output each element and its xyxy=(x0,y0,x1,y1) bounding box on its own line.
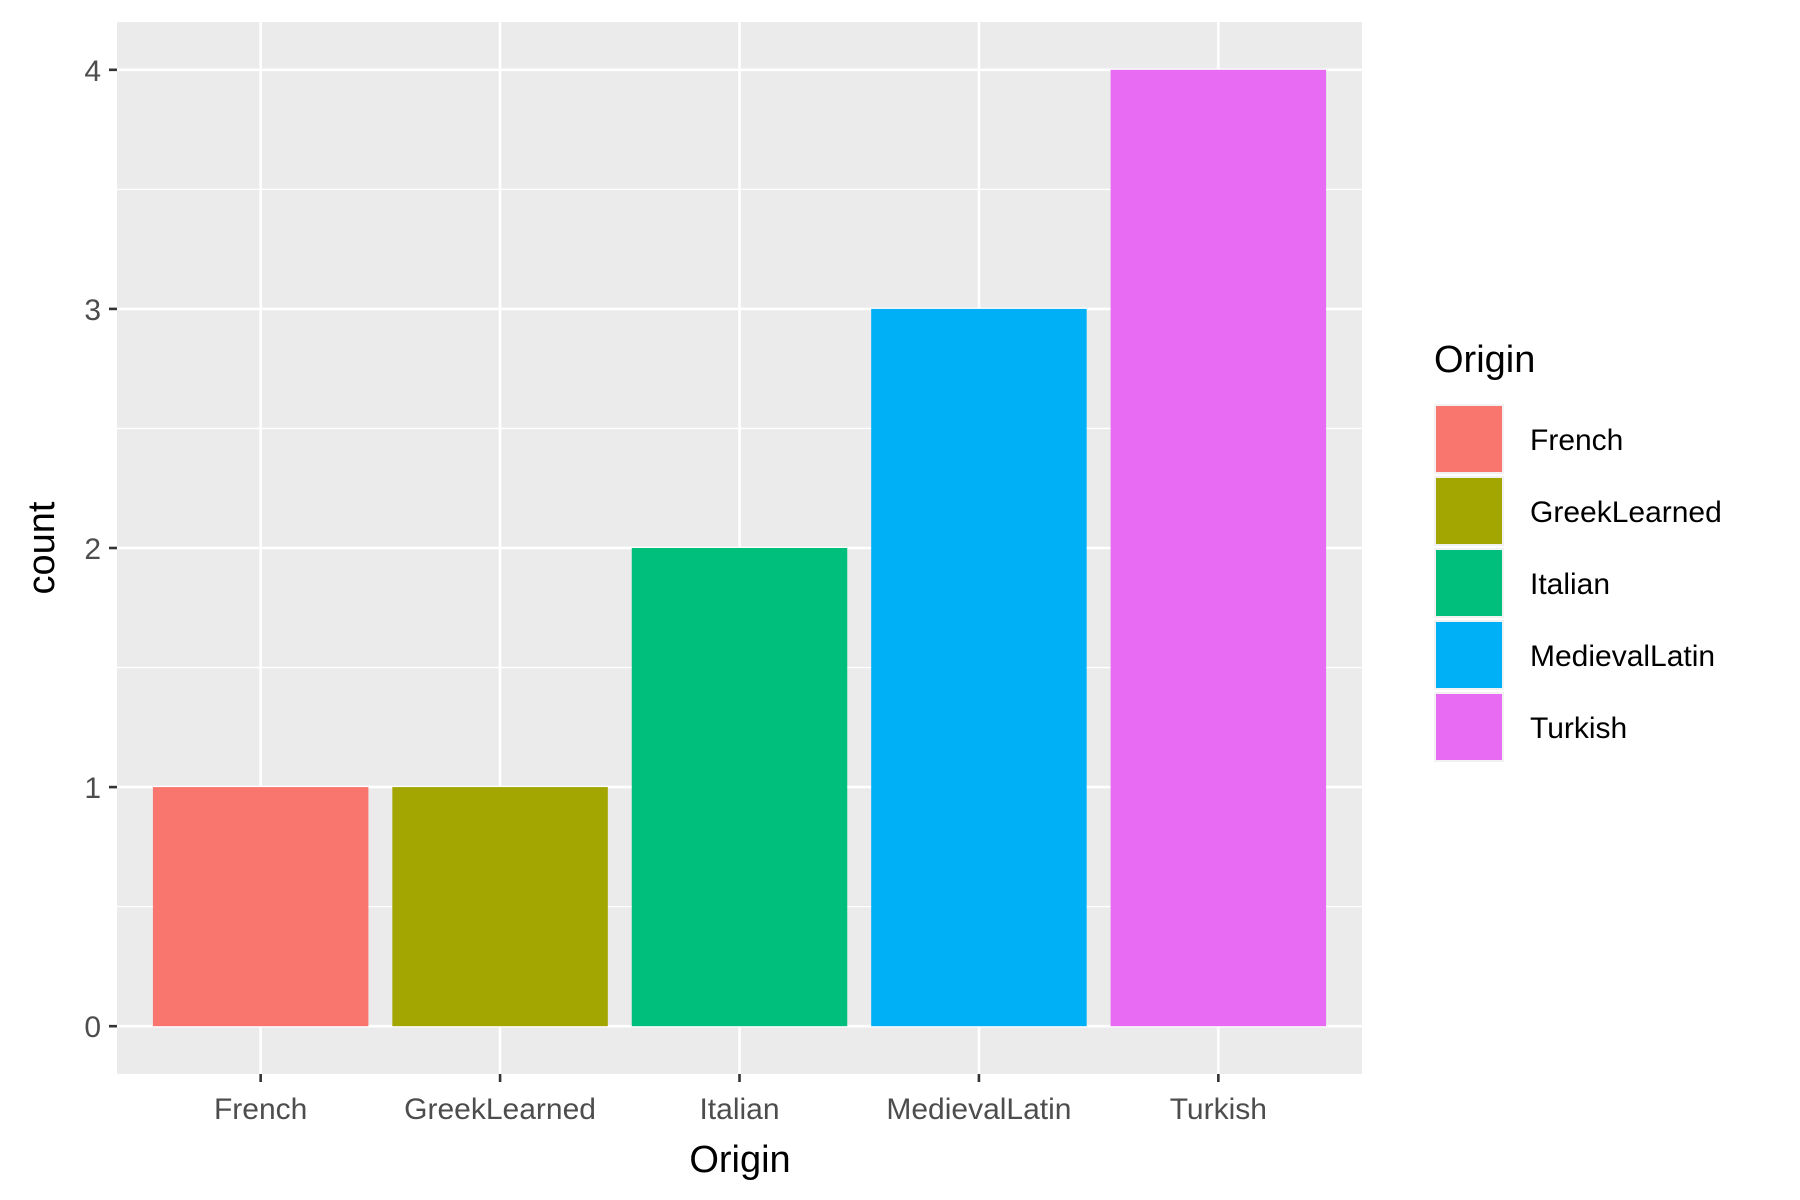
y-axis: 0 1 2 3 4 xyxy=(84,55,117,1044)
legend-label: Italian xyxy=(1530,568,1610,601)
x-tick-label: MedievalLatin xyxy=(886,1093,1071,1126)
y-tick-label: 4 xyxy=(84,55,101,88)
legend-title: Origin xyxy=(1434,339,1535,381)
legend: Origin French GreekLearned Italian Medieval… xyxy=(1434,339,1722,762)
bar-italian xyxy=(631,548,848,1027)
y-tick-label: 1 xyxy=(84,772,101,805)
legend-swatch-turkish xyxy=(1436,694,1502,760)
legend-label: GreekLearned xyxy=(1530,496,1722,529)
x-tick-label: Turkish xyxy=(1170,1093,1267,1126)
legend-items: French GreekLearned Italian MedievalLatin Tu… xyxy=(1434,404,1722,762)
legend-label: MedievalLatin xyxy=(1530,640,1715,673)
y-tick-label: 3 xyxy=(84,294,101,327)
legend-swatch-medievallatin xyxy=(1436,622,1502,688)
legend-swatch-italian xyxy=(1436,550,1502,616)
legend-label: Turkish xyxy=(1530,712,1627,745)
bar-turkish xyxy=(1110,69,1327,1027)
legend-swatch-greeklearned xyxy=(1436,478,1502,544)
y-tick-label: 0 xyxy=(84,1011,101,1044)
legend-label: French xyxy=(1530,424,1623,457)
y-axis-title: count xyxy=(21,501,63,594)
x-tick-label: French xyxy=(214,1093,307,1126)
bar-medievallatin xyxy=(871,308,1087,1027)
y-tick-label: 2 xyxy=(84,533,101,566)
bar-french xyxy=(152,787,369,1027)
x-tick-label: GreekLearned xyxy=(404,1093,596,1126)
x-tick-label: Italian xyxy=(699,1093,779,1126)
bars xyxy=(152,69,1327,1027)
x-axis-title: Origin xyxy=(689,1139,790,1181)
legend-swatch-french xyxy=(1436,406,1502,472)
x-axis: French GreekLearned Italian MedievalLatin Tu… xyxy=(214,1074,1267,1126)
bar-greeklearned xyxy=(392,787,608,1027)
